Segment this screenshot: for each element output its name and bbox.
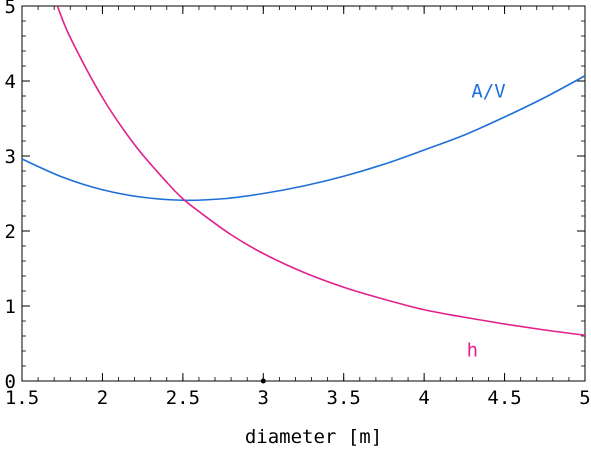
data-markers <box>260 378 266 384</box>
plot-frame <box>21 5 586 382</box>
x-axis-title: diameter [m] <box>245 426 382 448</box>
x-tick-label: 2 <box>97 387 108 409</box>
x-tick-label: 3.5 <box>327 387 361 409</box>
y-tick-label: 3 <box>5 146 16 168</box>
x-tick-label: 2.5 <box>166 387 200 409</box>
x-tick-label: 1.5 <box>5 387 39 409</box>
series-label-av: A/V <box>471 81 505 103</box>
x-tick-label: 5 <box>579 387 590 409</box>
series-label-h: h <box>467 339 478 361</box>
y-tick-label: 2 <box>5 221 16 243</box>
series-line-av <box>21 75 586 202</box>
series-lines <box>21 5 586 337</box>
x-tick-label: 4.5 <box>487 387 521 409</box>
y-tick-label: 1 <box>5 296 16 318</box>
series-labels: A/V h <box>467 81 506 362</box>
y-tick-label: 0 <box>5 371 16 393</box>
x-tick-label: 3 <box>258 387 269 409</box>
y-tick-label: 5 <box>5 0 16 18</box>
axis-ticks <box>21 5 586 382</box>
y-tick-label: 4 <box>5 71 16 93</box>
series-line-h <box>56 5 586 337</box>
x-tick-label: 4 <box>418 387 429 409</box>
data-point-marker <box>260 378 266 384</box>
axis-tick-labels: 1.5 2 2.5 3 3.5 4 4.5 5 0 1 2 3 4 5 <box>5 0 591 409</box>
